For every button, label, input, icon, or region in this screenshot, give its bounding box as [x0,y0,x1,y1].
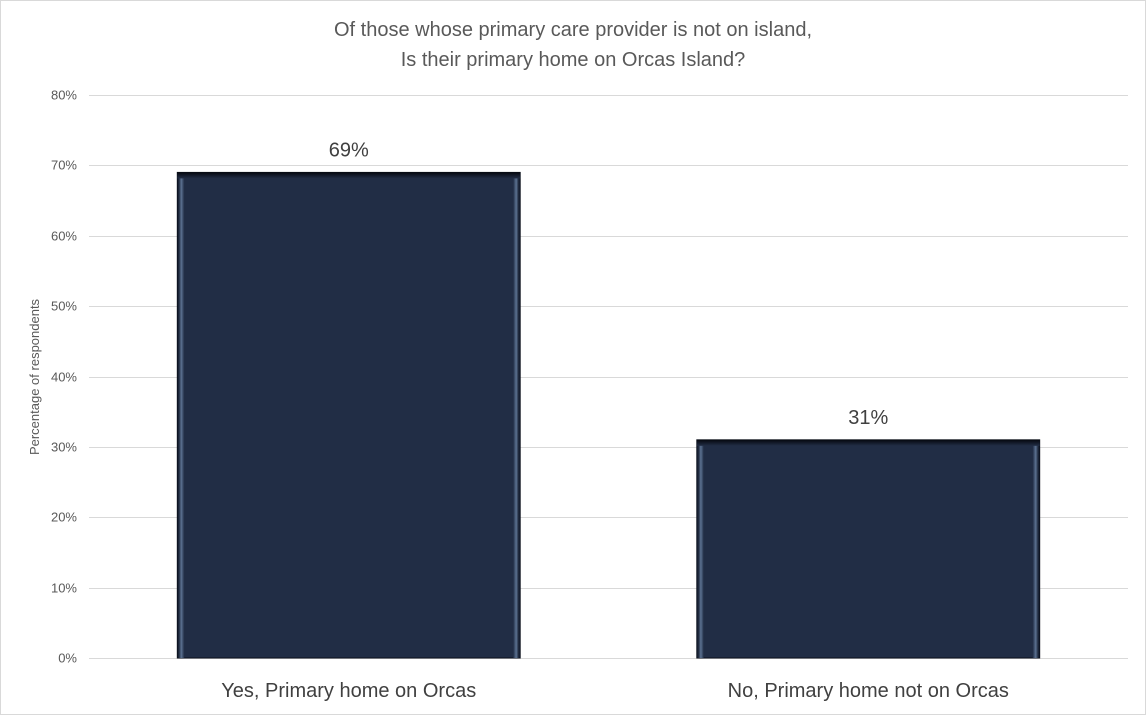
bar [696,439,1041,659]
y-tick-label: 50% [51,299,77,314]
y-tick-label: 40% [51,370,77,385]
bar-data-label: 31% [848,407,888,429]
bar-right-bevel [513,178,520,658]
y-axis-tick-labels: 0% 10% 20% 30% 40% 50% 60% 70% 80% [51,88,77,666]
y-tick-label: 70% [51,158,77,173]
data-labels: 69% 31% [329,139,889,428]
x-category-label: No, Primary home not on Orcas [728,680,1009,702]
y-tick-label: 60% [51,229,77,244]
y-tick-label: 10% [51,581,77,596]
chart-title-line-1: Of those whose primary care provider is … [334,19,812,41]
x-axis-category-labels: Yes, Primary home on Orcas No, Primary ho… [221,680,1009,702]
bar-body [176,171,521,659]
y-tick-label: 30% [51,440,77,455]
bar [176,171,521,659]
bar-top-bevel [696,439,1040,446]
y-tick-label: 20% [51,510,77,525]
bar-data-label: 69% [329,139,369,161]
y-tick-label: 80% [51,88,77,103]
bar-top-bevel [177,172,521,179]
y-axis-title: Percentage of respondents [27,298,42,455]
y-tick-label: 0% [58,651,77,666]
bar-body [696,439,1041,659]
bar-left-bevel [697,445,704,658]
bar-left-bevel [178,178,185,658]
bar-right-bevel [1032,445,1039,658]
x-category-label: Yes, Primary home on Orcas [221,680,476,702]
bars [176,171,1041,659]
chart-title-line-2: Is their primary home on Orcas Island? [401,49,746,71]
chart-title: Of those whose primary care provider is … [334,19,812,71]
